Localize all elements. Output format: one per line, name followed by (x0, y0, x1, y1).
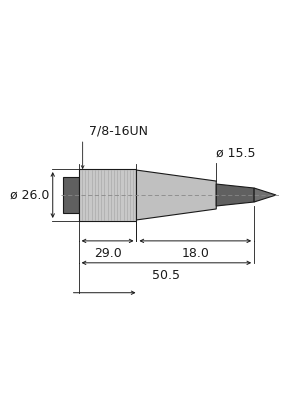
Text: ø 26.0: ø 26.0 (10, 188, 50, 202)
Text: ø 15.5: ø 15.5 (216, 146, 255, 159)
Bar (63, 177, 79, 213)
Text: 18.0: 18.0 (181, 247, 209, 260)
Polygon shape (136, 170, 216, 220)
Polygon shape (216, 184, 254, 206)
Text: 50.5: 50.5 (152, 269, 180, 282)
Text: 7/8-16UN: 7/8-16UN (89, 124, 148, 137)
Polygon shape (254, 188, 276, 202)
Bar (79, 169, 136, 221)
Text: 29.0: 29.0 (94, 247, 121, 260)
